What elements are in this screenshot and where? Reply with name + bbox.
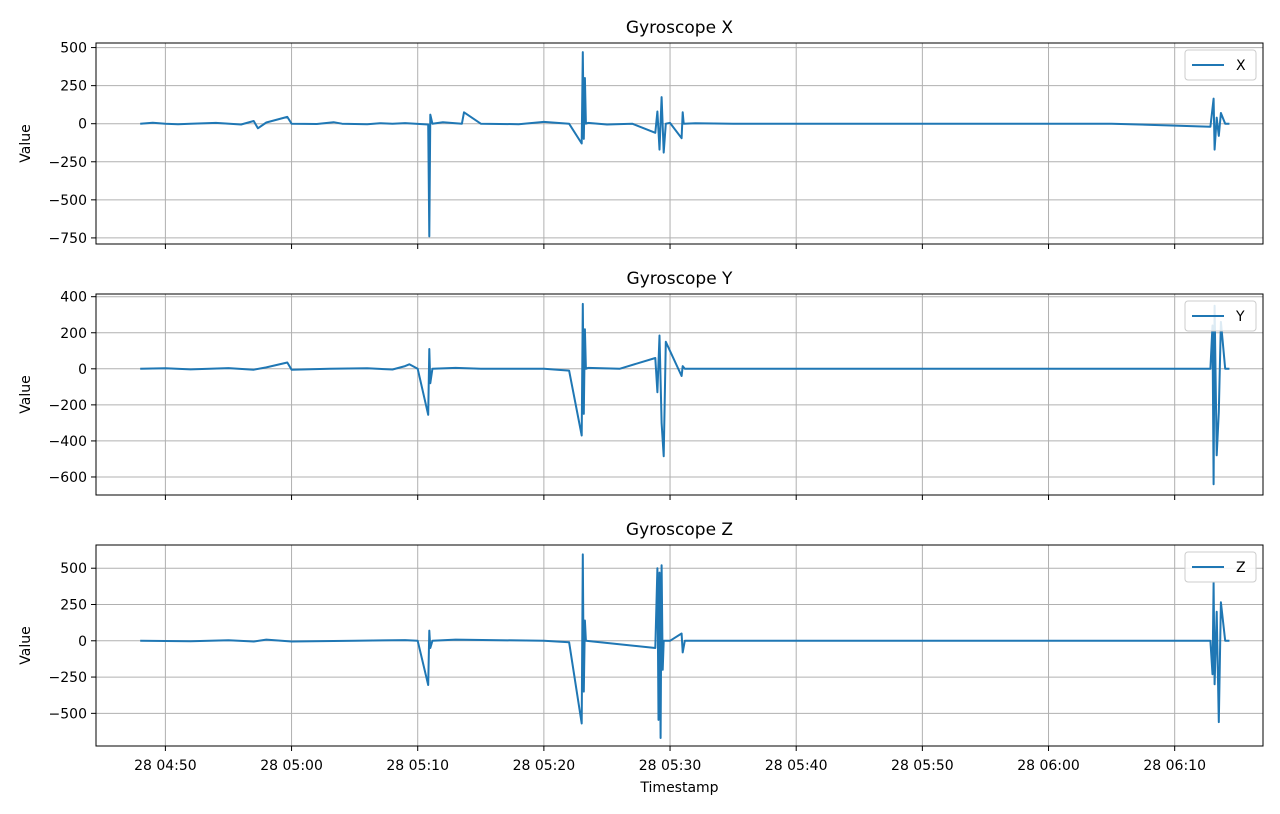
- x-tick-label: 28 05:10: [386, 758, 449, 774]
- axes-frame: [95, 42, 1264, 245]
- panel-title: Gyroscope X: [626, 18, 734, 38]
- y-axis-label: Value: [18, 124, 34, 162]
- y-tick-label: −600: [49, 470, 87, 486]
- panel-title: Gyroscope Z: [626, 520, 733, 540]
- x-tick-label: 28 06:00: [1017, 758, 1080, 774]
- x-axis-label: Timestamp: [639, 780, 718, 796]
- x-tick-label: 28 05:50: [891, 758, 954, 774]
- x-tick-label: 28 04:50: [134, 758, 197, 774]
- y-tick-label: −500: [49, 193, 87, 209]
- y-tick-label: 0: [78, 362, 87, 378]
- x-tick-label: 28 05:20: [513, 758, 576, 774]
- y-tick-label: −250: [49, 670, 87, 686]
- series-line-x: [140, 51, 1230, 238]
- legend: Z: [1184, 551, 1257, 583]
- x-tick-label: 28 05:40: [765, 758, 828, 774]
- axes-frame: [95, 293, 1264, 496]
- y-tick-label: 500: [60, 41, 87, 57]
- axes-frame: [95, 544, 1264, 747]
- panel-title: Gyroscope Y: [627, 269, 734, 289]
- panel-2: 400 200 0 −200 −400 −600 Gyroscope Y Value Y: [18, 269, 1264, 500]
- y-tick-label: 250: [60, 79, 87, 95]
- y-tick-label: 0: [78, 634, 87, 650]
- y-tick-label: −250: [49, 155, 87, 171]
- legend-label: Y: [1235, 309, 1245, 325]
- series-line-y: [140, 302, 1230, 486]
- y-tick-label: 400: [60, 290, 87, 306]
- y-tick-label: −500: [49, 706, 87, 722]
- y-tick-label: 0: [78, 117, 87, 133]
- y-tick-label: −200: [49, 398, 87, 414]
- legend-label: X: [1236, 58, 1246, 74]
- panel-1: 500 250 0 −250 −500 −750 Gyroscope X Value X: [18, 18, 1264, 249]
- y-axis-label: Value: [18, 375, 34, 413]
- panel-3: 500 250 0 −250 −500 28 04:50 28 05:00 28 05:10 2…: [18, 520, 1264, 774]
- legend-label: Z: [1236, 560, 1246, 576]
- y-tick-label: 250: [60, 598, 87, 614]
- y-tick-label: −400: [49, 434, 87, 450]
- x-tick-label: 28 05:00: [260, 758, 323, 774]
- series-line-z: [140, 553, 1230, 739]
- legend: X: [1184, 49, 1257, 81]
- y-tick-label: 500: [60, 561, 87, 577]
- y-axis-label: Value: [18, 626, 34, 664]
- legend: Y: [1184, 300, 1257, 332]
- y-tick-label: 200: [60, 326, 87, 342]
- x-tick-label: 28 06:10: [1143, 758, 1206, 774]
- x-tick-label: 28 05:30: [639, 758, 702, 774]
- y-tick-label: −750: [49, 231, 87, 247]
